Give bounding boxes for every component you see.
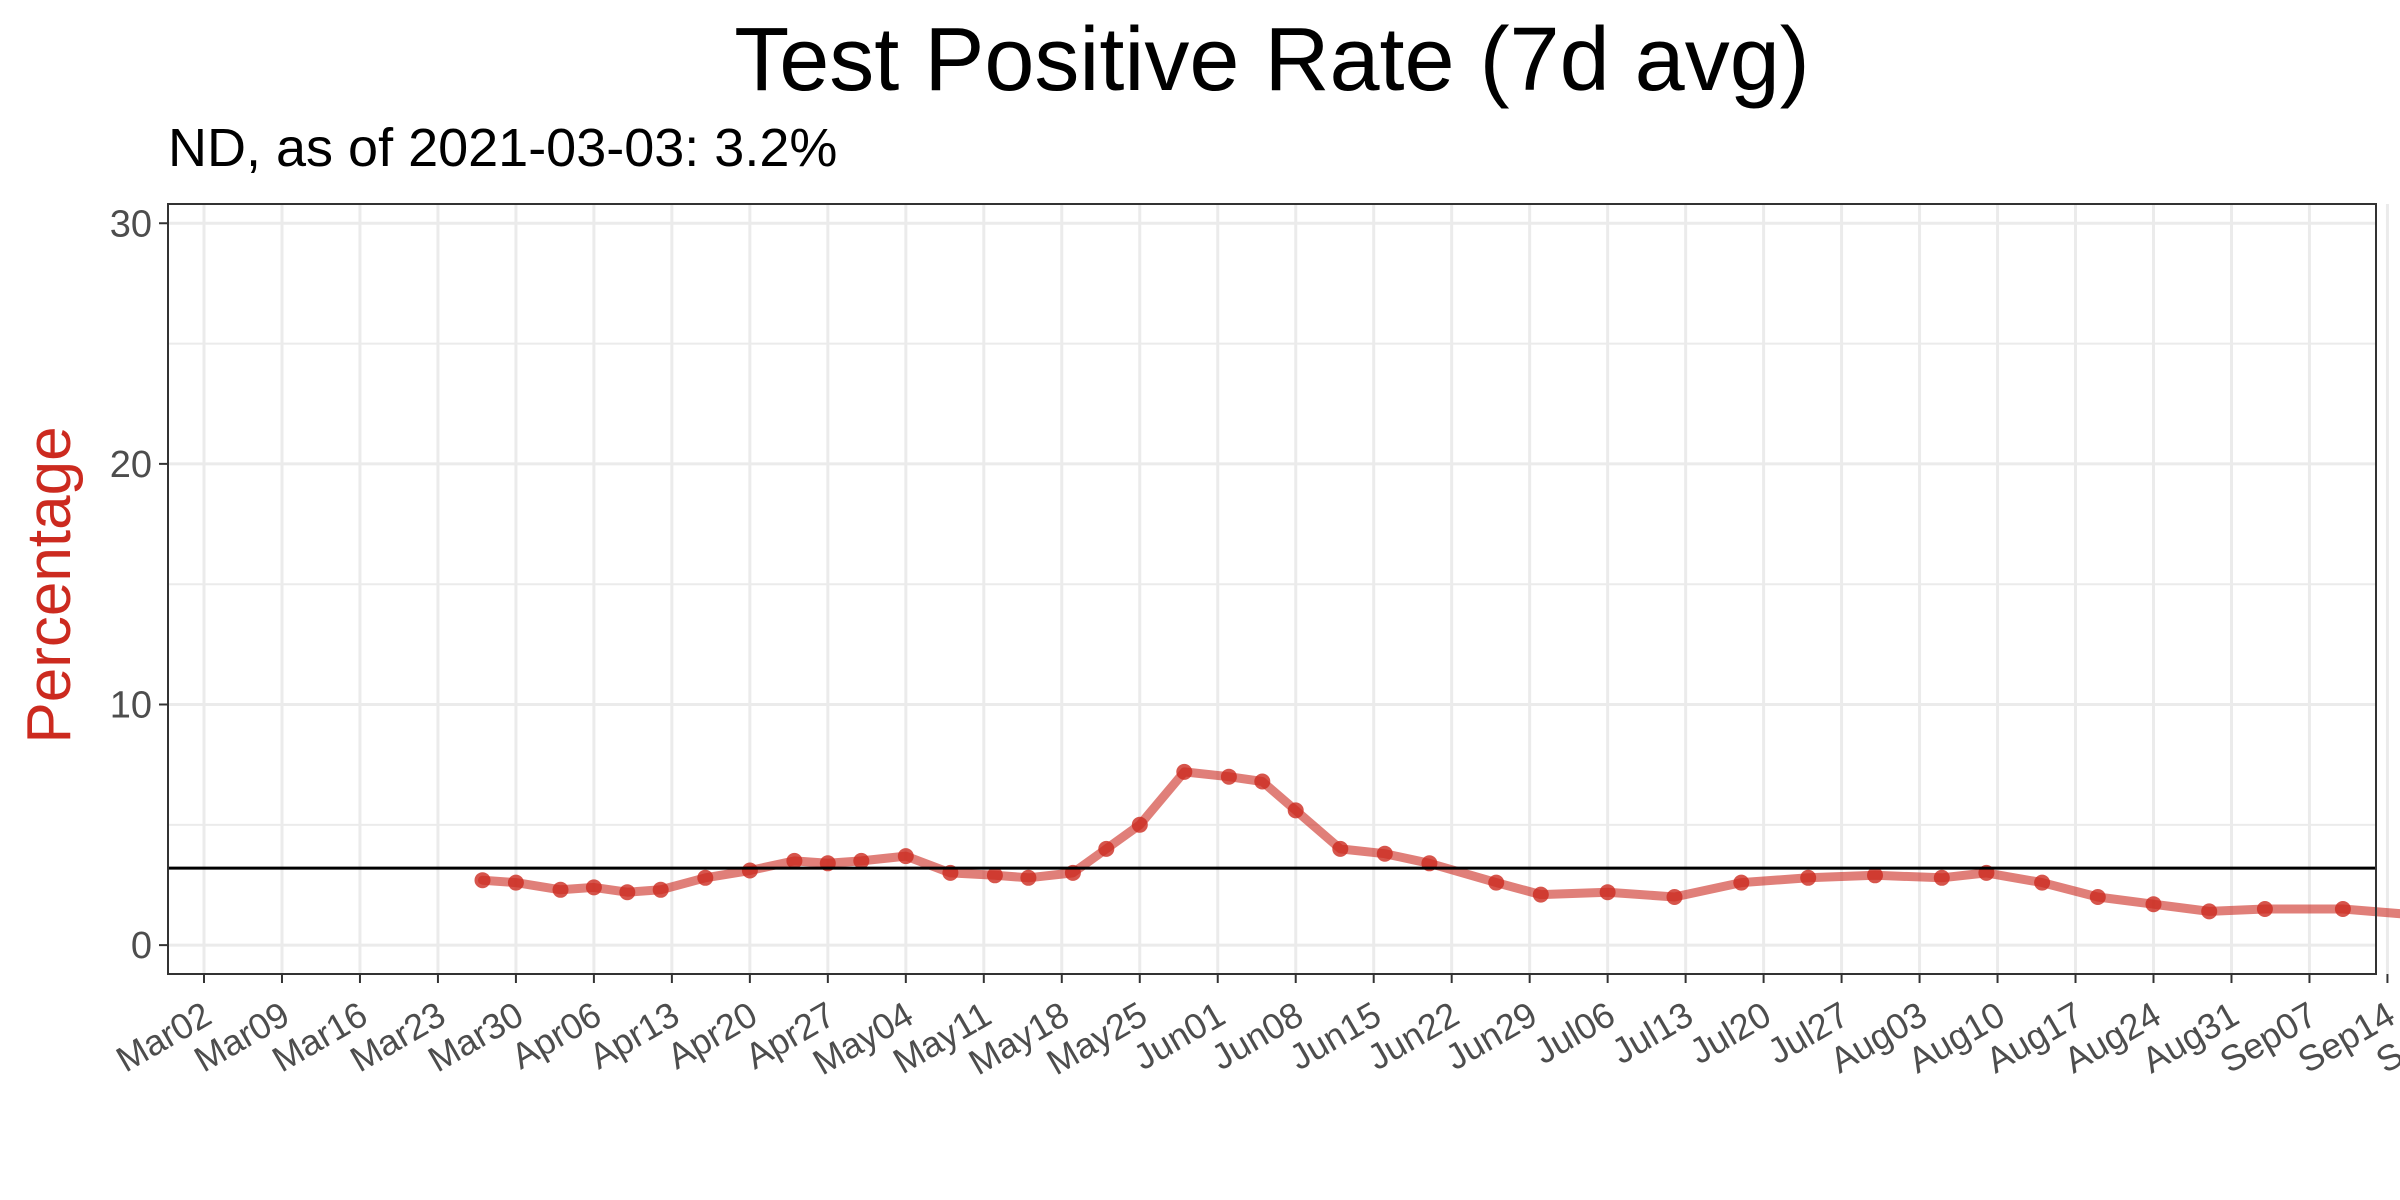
data-point: [652, 881, 669, 898]
data-point: [507, 874, 524, 891]
y-tick-label: 30: [110, 203, 152, 245]
x-tick-label: Jul06: [1527, 993, 1622, 1072]
x-axis-ticks: Mar02Mar09Mar16Mar23Mar30Apr06Apr13Apr20…: [109, 974, 2400, 1083]
data-point: [2034, 874, 2051, 891]
data-point: [2256, 901, 2273, 917]
y-tick-label: 20: [110, 444, 152, 486]
data-point: [697, 869, 714, 886]
data-point: [1131, 816, 1148, 833]
data-point: [1867, 867, 1883, 884]
data-point: [2334, 901, 2351, 917]
y-tick-label: 0: [131, 925, 152, 967]
data-point: [2089, 889, 2106, 905]
data-point: [1933, 869, 1950, 886]
data-point: [1020, 869, 1037, 886]
data-point: [897, 848, 914, 865]
chart-subtitle: ND, as of 2021-03-03: 3.2%: [168, 118, 837, 178]
data-point: [1376, 845, 1393, 862]
data-point: [1532, 886, 1549, 903]
data-point: [1733, 874, 1750, 891]
data-point: [1599, 884, 1616, 901]
data-point: [741, 862, 758, 879]
data-point: [786, 852, 803, 869]
data-point: [1488, 874, 1505, 891]
data-point: [986, 867, 1003, 884]
data-point: [1176, 763, 1193, 780]
grid-lines: [168, 204, 2389, 974]
x-tick-label: Jul20: [1683, 993, 1778, 1072]
data-point: [1098, 840, 1115, 857]
x-tick-label: Jul13: [1605, 993, 1700, 1072]
y-axis-ticks: 0 10 20 30: [110, 203, 168, 967]
y-axis-label: Percentage: [15, 426, 84, 743]
data-point: [619, 884, 636, 901]
panel-border: [167, 203, 2377, 975]
data-point: [1220, 768, 1237, 785]
data-point: [2201, 903, 2218, 920]
data-point: [2145, 896, 2162, 913]
data-point: [853, 852, 870, 869]
data-point: [552, 881, 569, 898]
data-point: [1800, 869, 1817, 886]
y-tick-label: 10: [110, 685, 152, 727]
series-line: [478, 767, 2400, 919]
data-point: [1666, 889, 1683, 905]
chart-title: Test Positive Rate (7d avg): [734, 10, 1809, 110]
data-point: [474, 872, 491, 889]
data-point: [1287, 802, 1304, 819]
series-layer: [474, 763, 2400, 920]
data-point: [1254, 773, 1271, 790]
data-point: [1332, 840, 1349, 857]
data-point: [585, 879, 602, 896]
